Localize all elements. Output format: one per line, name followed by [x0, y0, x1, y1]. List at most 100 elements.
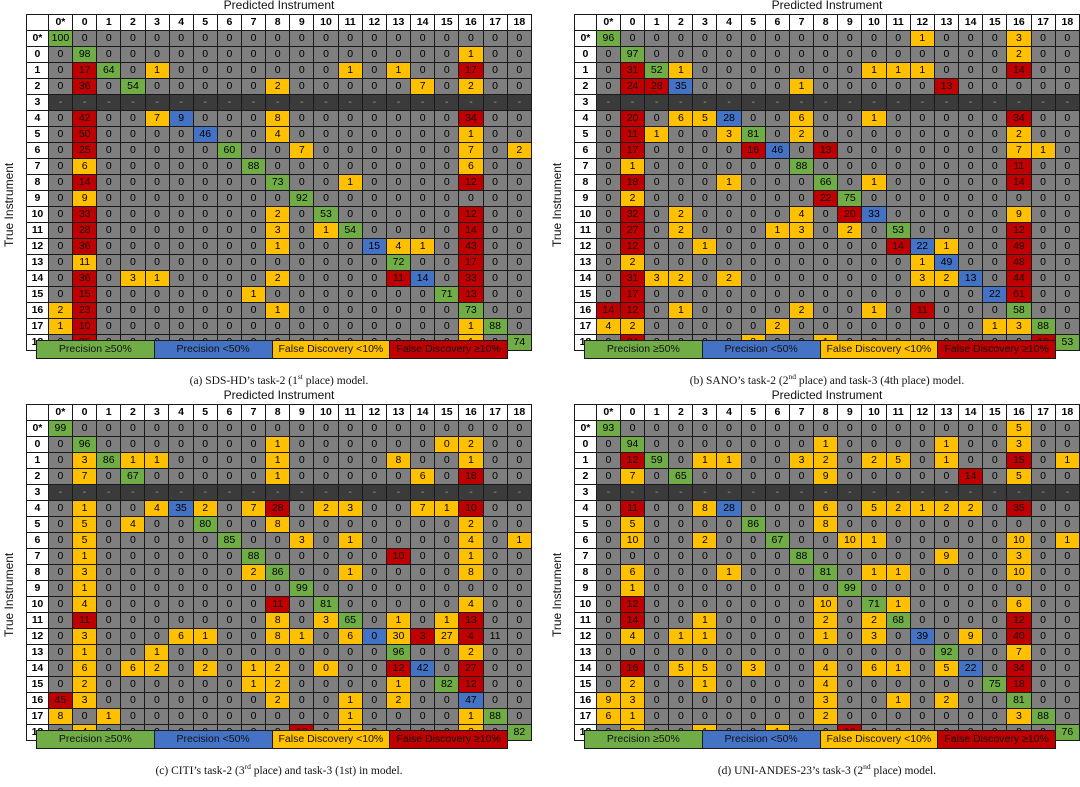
matrix-cell: 7 [619, 468, 646, 485]
matrix-cell: 0 [506, 564, 533, 581]
matrix-cell: 0 [337, 516, 363, 533]
matrix-cell: 0 [47, 142, 74, 159]
matrix-cell: 0 [788, 174, 815, 191]
y-tick-label: 14 [574, 270, 597, 287]
matrix-cell: 0 [885, 126, 911, 143]
x-tick-label: 8 [813, 14, 839, 31]
matrix-cell: 0 [1030, 516, 1056, 533]
matrix-cell: 0 [958, 548, 984, 565]
matrix-cell: 0 [47, 158, 74, 175]
matrix-cell: 1 [1054, 532, 1080, 549]
matrix-cell: 33 [72, 206, 98, 223]
matrix-cell: 14 [1006, 62, 1032, 79]
matrix-cell: 34 [1006, 110, 1032, 127]
matrix-cell: 0 [837, 436, 863, 453]
matrix-cell: 0 [168, 612, 194, 629]
matrix-cell: 28 [265, 500, 291, 517]
matrix-cell: 0 [644, 436, 670, 453]
matrix-cell: 0 [289, 420, 315, 437]
matrix-cell: 1 [434, 500, 460, 517]
matrix-cell: 0 [361, 78, 387, 95]
matrix-cell: 0 [434, 158, 460, 175]
matrix-row: 5 0 5 0 0 0 0 86 0 0 8 0 0 0 0 0 0 0 0 0 0 [574, 516, 1080, 533]
matrix-cell: 22 [909, 238, 935, 255]
matrix-cell: 0 [361, 302, 387, 319]
matrix-cell: 0 [788, 532, 815, 549]
matrix-cell: 0 [313, 532, 339, 549]
matrix-cell: 1 [240, 286, 267, 303]
matrix-cell: 28 [644, 78, 670, 95]
matrix-cell: 0 [788, 628, 815, 645]
matrix-cell: 0 [313, 254, 339, 271]
matrix-cell: 9 [1006, 206, 1032, 223]
matrix-cell: 0 [788, 596, 815, 613]
matrix-cell: 0 [337, 286, 363, 303]
matrix-cell: 0 [1054, 564, 1080, 581]
matrix-cell: 0 [1030, 110, 1056, 127]
matrix-cell: 0 [385, 174, 412, 191]
matrix-cell: 2 [265, 692, 291, 709]
matrix-cell: 0 [337, 420, 363, 437]
matrix-cell: 2 [813, 452, 839, 469]
matrix-cell: 11 [72, 254, 98, 271]
y-tick-label: 0 [574, 46, 597, 63]
matrix-cell: 0 [313, 174, 339, 191]
matrix-cell: 0 [595, 564, 621, 581]
matrix-cell: 0 [644, 302, 670, 319]
matrix-cell: 17 [458, 254, 484, 271]
matrix-cell: 1 [434, 612, 460, 629]
matrix-row: 17 4 2 0 0 0 0 0 2 0 0 0 0 0 0 0 0 1 3 88 0 [574, 318, 1080, 335]
matrix-cell: 0 [216, 564, 242, 581]
chart-title: Predicted Instrument [223, 0, 335, 12]
matrix-cell: 0 [361, 500, 387, 517]
matrix-cell: 0 [909, 420, 935, 437]
matrix-cell: 0 [47, 532, 73, 549]
matrix-cell: 0 [644, 644, 670, 661]
matrix-cell: 2 [619, 676, 646, 693]
matrix-cell: 0 [668, 174, 694, 191]
matrix-cell: 0 [47, 468, 73, 485]
matrix-cell: 0 [192, 270, 218, 287]
matrix-cell: 1 [619, 580, 646, 597]
matrix-cell: 0 [96, 676, 122, 693]
matrix-cell: 0 [933, 318, 960, 335]
matrix-cell: 0 [410, 318, 436, 335]
x-tick-label: 3 [144, 14, 170, 31]
matrix-cell: 0 [216, 468, 242, 485]
matrix-cell: 0 [1030, 238, 1056, 255]
matrix-cell: 0 [120, 62, 146, 79]
matrix-cell: 0 [958, 174, 984, 191]
matrix-cell: 0 [168, 468, 194, 485]
matrix-cell: 0 [764, 174, 790, 191]
matrix-cell: 3 [644, 270, 670, 287]
matrix-cell: 0 [813, 222, 839, 239]
matrix-cell: 0 [861, 78, 887, 95]
matrix-cell: 0 [216, 420, 242, 437]
matrix-cell: 0 [982, 436, 1008, 453]
matrix-cell: 0 [740, 174, 766, 191]
confusion-matrix: 0* 0 1 2 3 4 5 6 7 8 9 10 11 12 13 14 15 16 17 18 0* 99 0 0 0 0 0 0… [26, 404, 533, 741]
x-tick-label: 12 [909, 14, 935, 31]
matrix-cell: 22 [813, 190, 839, 207]
x-tick-label: 16 [458, 14, 484, 31]
legend-item: False Discovery <10% [272, 341, 391, 358]
matrix-cell: 0 [1054, 692, 1080, 709]
matrix-cell: 0 [289, 708, 315, 725]
matrix-cell: 0 [410, 564, 436, 581]
matrix-cell: 0 [216, 62, 242, 79]
matrix-cell: - [619, 94, 646, 111]
matrix-cell: 1 [385, 62, 412, 79]
matrix-cell: 3 [313, 612, 339, 629]
y-tick-label: 8 [574, 564, 597, 581]
matrix-cell: 0 [337, 644, 363, 661]
matrix-cell: 2 [716, 270, 742, 287]
matrix-cell: 0 [410, 612, 436, 629]
matrix-cell: 0 [96, 420, 122, 437]
matrix-cell: 2 [265, 78, 291, 95]
matrix-cell: 0 [385, 78, 412, 95]
matrix-cell: 0 [216, 206, 242, 223]
matrix-cell: 0 [958, 110, 984, 127]
matrix-cell: 28 [716, 500, 742, 517]
matrix-cell: 0 [168, 158, 194, 175]
matrix-cell: 27 [619, 222, 646, 239]
